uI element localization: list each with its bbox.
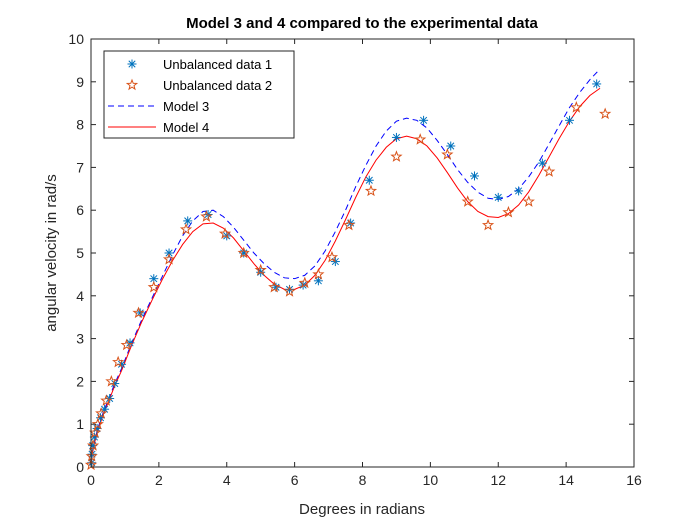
unbalanced-data-2-point [200, 210, 213, 222]
chart-title: Model 3 and 4 compared to the experiment… [186, 15, 538, 32]
unbalanced-data-1-point [125, 338, 135, 348]
unbalanced-data-2-point [481, 218, 495, 231]
y-tick-label: 9 [76, 74, 84, 90]
legend-box [103, 50, 295, 139]
unbalanced-data-2-point [86, 439, 100, 451]
x-tick-label: 12 [490, 472, 506, 488]
unbalanced-data-1-point [105, 394, 115, 404]
unbalanced-data-2-point [105, 374, 118, 387]
unbalanced-data-1-point [164, 248, 174, 258]
unbalanced-data-2-point [342, 218, 356, 231]
chart-legend: Unbalanced data 1 Unbalanced data 2 Model … [103, 50, 295, 139]
unbalanced-data-2-point [325, 250, 339, 263]
unbalanced-data-2-point [283, 285, 296, 297]
x-tick-label: 10 [423, 472, 439, 488]
unbalanced-data-1-point [565, 115, 575, 125]
y-tick-label: 0 [76, 459, 84, 475]
unbalanced-data-2-point [364, 184, 378, 197]
unbalanced-data-1-point [592, 79, 602, 89]
legend-label-model-4: Model 4 [163, 120, 209, 135]
y-tick-label: 10 [68, 31, 84, 47]
unbalanced-data-2-point [179, 223, 193, 235]
unbalanced-data-2-point [95, 407, 108, 419]
unbalanced-data-2-point [414, 133, 427, 145]
model-3-line [90, 68, 601, 468]
unbalanced-data-2-point [570, 101, 583, 113]
unbalanced-data-2-point [254, 263, 267, 276]
unbalanced-data-1-point [391, 132, 401, 142]
x-tick-label: 6 [291, 472, 299, 488]
unbalanced-data-1-point [446, 141, 456, 151]
unbalanced-data-2-point [502, 205, 515, 218]
y-tick-label: 3 [76, 331, 84, 347]
unbalanced-data-1-point [364, 175, 374, 185]
unbalanced-data-2-point [162, 252, 176, 265]
y-tick-label: 6 [76, 202, 84, 218]
x-tick-label: 14 [558, 472, 574, 488]
x-tick-label: 8 [359, 472, 367, 488]
unbalanced-data-2-point [599, 107, 612, 120]
model-4-line [90, 87, 601, 468]
x-tick-label: 2 [155, 472, 163, 488]
x-tick-label: 4 [223, 472, 231, 488]
unbalanced-data-2-point [132, 306, 145, 319]
y-tick-label: 5 [76, 245, 84, 261]
unbalanced-data-2-point [390, 150, 403, 162]
unbalanced-data-1-point [313, 276, 323, 286]
unbalanced-data-1-point [514, 186, 524, 196]
unbalanced-data-2-point [543, 165, 556, 177]
unbalanced-data-2-point [312, 267, 325, 280]
unbalanced-data-2-point [85, 449, 98, 462]
y-tick-label: 8 [76, 117, 84, 133]
unbalanced-data-1-point [298, 280, 308, 290]
unbalanced-data-1-point [419, 115, 429, 125]
x-tick-label: 0 [87, 472, 95, 488]
unbalanced-data-2-point [522, 195, 535, 207]
unbalanced-data-2-point [218, 227, 232, 239]
unbalanced-data-2-point [298, 276, 311, 289]
legend-label-model-3: Model 3 [163, 99, 209, 114]
y-tick-label: 1 [76, 416, 84, 432]
unbalanced-data-2-point [100, 394, 113, 406]
legend-label-unbalanced-data-2: Unbalanced data 2 [163, 78, 272, 93]
unbalanced-data-1-point [469, 171, 479, 181]
unbalanced-data-2-point [461, 195, 474, 207]
unbalanced-data-2-point [91, 417, 104, 430]
legend-marker-unbalanced-data-2 [125, 78, 139, 91]
legend-marker-unbalanced-data-1 [127, 59, 137, 69]
x-axis-label: Degrees in radians [299, 501, 425, 518]
unbalanced-data-2-point [441, 148, 454, 160]
y-tick-label: 4 [76, 288, 84, 304]
unbalanced-data-2-point [147, 280, 160, 293]
unbalanced-data-2-point [268, 280, 281, 293]
y-tick-label: 2 [76, 373, 84, 389]
unbalanced-data-1-point [222, 231, 232, 241]
unbalanced-data-1-point [537, 158, 547, 168]
unbalanced-data-2-point [112, 355, 125, 368]
legend-label-unbalanced-data-1: Unbalanced data 1 [163, 57, 272, 72]
unbalanced-data-2-point [120, 338, 133, 351]
unbalanced-data-1-point [183, 216, 193, 226]
y-tick-label: 7 [76, 159, 84, 175]
y-axis-label: angular velocity in rad/s [43, 174, 60, 332]
x-tick-label: 16 [626, 472, 642, 488]
unbalanced-data-1-point [493, 192, 503, 202]
unbalanced-data-2-point [237, 246, 250, 259]
